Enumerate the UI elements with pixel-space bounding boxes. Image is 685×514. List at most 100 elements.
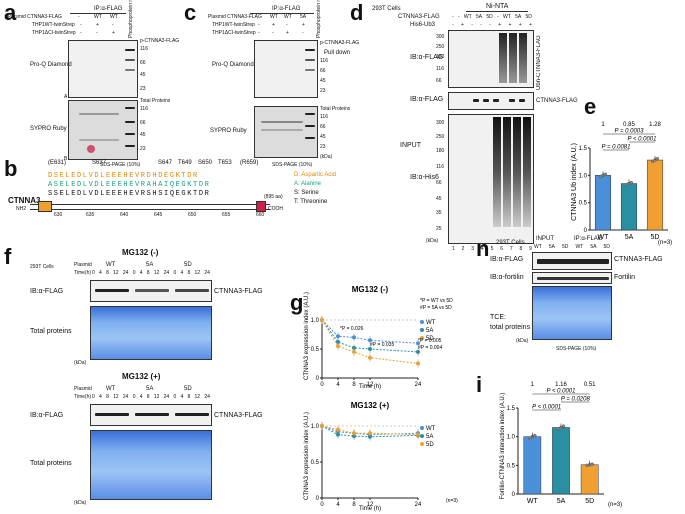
d-input-his-blot xyxy=(448,114,534,244)
f-t3b: 12 xyxy=(153,270,160,276)
f-t3c: 12 xyxy=(194,270,201,276)
d-ctnna3-row: CTNNA3-FLAG xyxy=(398,14,440,20)
b-pos-640: 640 xyxy=(120,212,129,218)
c-pcat-label: p-CTNNA3-FLAG xyxy=(320,40,360,46)
a-sypro-label: SYPRO Ruby xyxy=(30,126,67,132)
f-plasmid: Plasmid xyxy=(74,262,92,268)
i-xtick-WT: WT xyxy=(527,498,539,505)
f-bottom-title: MG132 (+) xyxy=(122,372,161,381)
f-group-wt: WT xyxy=(106,262,116,268)
a-mw2-45: 45 xyxy=(140,132,146,138)
f-time-b: Time(h) xyxy=(74,394,92,400)
d-lh-2: - xyxy=(471,22,473,28)
c-kda: (kDa) xyxy=(320,154,333,160)
g0-legend-5A: 5A xyxy=(426,328,433,334)
d-mw2-35: 35 xyxy=(436,210,442,216)
g0-xtick-label: 12 xyxy=(367,382,374,388)
c-r2-v1: + xyxy=(272,22,275,28)
panel-label-a: a xyxy=(4,0,17,25)
c-r3-v1: - xyxy=(272,30,274,36)
i-ytick-label: 0 xyxy=(512,492,516,498)
g0-point-5A xyxy=(368,347,372,351)
e-dot xyxy=(629,180,633,185)
d-mw2-45: 45 xyxy=(436,196,442,202)
b-legend-t: T: Threonine xyxy=(294,199,328,205)
f-bt3b: 12 xyxy=(153,394,160,400)
h-tce-gel xyxy=(532,286,612,340)
a-r2-v1: + xyxy=(96,22,99,28)
d-mw2-66: 66 xyxy=(436,180,442,186)
d-pulldown-blot xyxy=(448,30,534,88)
g1-series-5A xyxy=(321,425,419,438)
f-total-bottom: Total proteins xyxy=(30,460,72,467)
c-r3-v2: + xyxy=(286,30,289,36)
b-domain-box-left xyxy=(38,201,52,212)
b-legend-a: A: Alanine xyxy=(294,181,322,187)
f-bt4: 24 xyxy=(122,394,129,400)
d-mw2-116: 116 xyxy=(436,164,444,170)
f-ib-top: IB:α-FLAG xyxy=(30,288,64,295)
d-lt-5: - xyxy=(497,14,499,20)
h-lane-1: 5A xyxy=(548,244,555,250)
g0-point-WT xyxy=(336,334,340,339)
f-bt3c: 12 xyxy=(194,394,201,400)
f-t2c: 8 xyxy=(187,270,191,276)
e-bar-5A xyxy=(620,183,638,231)
b-site-s647: S647 xyxy=(158,160,173,166)
d-mw2-25: 25 xyxy=(436,226,442,232)
c-pulldown-label: Pull down xyxy=(324,50,351,56)
c-r2-v0: - xyxy=(258,22,260,28)
h-lane-4: 5A xyxy=(590,244,597,250)
f-bt2c: 8 xyxy=(187,394,191,400)
b-site-e631: (E631) xyxy=(48,160,67,166)
f-bottom-total-gel xyxy=(90,430,212,500)
d-lh-8: + xyxy=(529,22,532,28)
d-mw2-180: 180 xyxy=(436,148,445,154)
f-t2: 8 xyxy=(106,270,109,276)
d-lh-1: + xyxy=(461,22,464,28)
g-annot-5: #P = 0.004 xyxy=(418,345,442,351)
a-proq-label: Pro-Q Diamond xyxy=(30,62,72,68)
g0-ytick-label: 1.0 xyxy=(311,318,320,324)
d-ln-5: 6 xyxy=(500,246,503,252)
f-top-total-gel xyxy=(90,306,212,360)
g0-point-5A xyxy=(352,345,356,350)
f-bt4c: 24 xyxy=(204,394,210,400)
panel-label-b: b xyxy=(4,156,18,181)
g-line-charts: 0 0.5 1.0 0 4 8 12 24 0 0.5 1.0 0 4 8 12 24 WT 5A 5D WT 5… xyxy=(304,285,458,512)
f-top-title: MG132 (-) xyxy=(122,248,159,257)
a-r1-v1: WT xyxy=(94,14,102,20)
c-sypro-label: SYPRO Ruby xyxy=(210,128,247,134)
f-times-bottom: 0 4 8 12 24 0 4 8 12 24 0 4 8 12 24 xyxy=(92,394,210,400)
e-toplabel-5D: 1.28 xyxy=(649,122,661,128)
i-ytick-label: 1.0 xyxy=(507,435,516,441)
a-mw2-116: 116 xyxy=(140,106,148,112)
g0-legend-5D: 5D xyxy=(426,336,434,342)
a-mw2-23: 23 xyxy=(140,146,146,152)
f-bt0c: 0 xyxy=(173,394,177,400)
h-fortilin-blot xyxy=(532,272,612,284)
e-bar-WT xyxy=(594,175,612,231)
g0-xtick-label: 0 xyxy=(320,382,324,388)
g0-legend-marker-5A xyxy=(420,328,424,332)
d-mw1-116: 116 xyxy=(436,66,444,72)
d-cells: 293T Cells xyxy=(372,6,401,12)
g1-point-5D xyxy=(368,431,372,436)
a-r3-v0: - xyxy=(80,30,82,36)
g1-legend-marker-5A xyxy=(420,434,424,438)
a-lane-a: A xyxy=(64,94,68,100)
d-lt-0: - xyxy=(452,14,454,20)
a-sds-label: SDS-PAGE (10%) xyxy=(100,162,141,168)
i-toplabel-5A: 1.16 xyxy=(555,382,567,388)
d-ib-his: IB:α-His6 xyxy=(410,174,439,181)
d-lh-6: + xyxy=(508,22,512,28)
h-cells: 293T Cells xyxy=(496,240,525,246)
b-protein: CTNNA3 xyxy=(8,196,41,205)
g-annot-2: *P = 0.026 xyxy=(340,326,364,332)
d-ib-flag: IB:α-FLAG xyxy=(410,54,444,61)
a-lane-b: B xyxy=(64,156,68,162)
e-toplabel-5A: 0.85 xyxy=(623,122,635,128)
h-lane-2: 5D xyxy=(562,244,569,250)
b-legend-s: S: Serine xyxy=(294,190,319,196)
g0-ytick-label: 0.5 xyxy=(311,347,320,353)
